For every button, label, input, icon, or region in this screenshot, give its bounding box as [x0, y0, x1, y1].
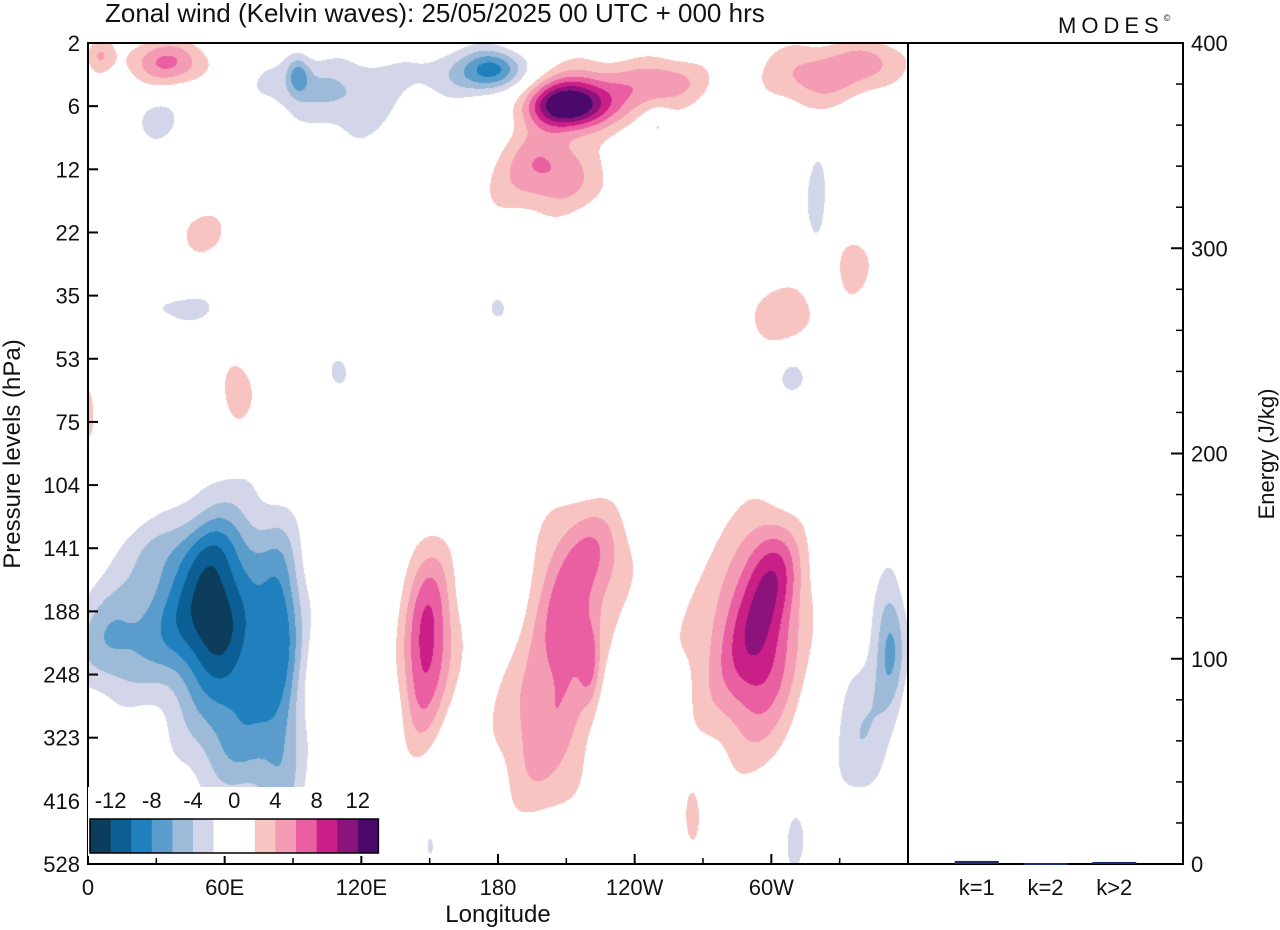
- colorbar-swatch: [151, 819, 173, 853]
- energy-tick-label: 0: [1191, 852, 1203, 877]
- colorbar-label: -4: [183, 788, 203, 813]
- brand-name: MODES: [1058, 13, 1164, 38]
- colorbar-label: -12: [95, 788, 127, 813]
- x-tick-label: 120E: [336, 875, 387, 900]
- energy-tick-label: 200: [1191, 442, 1228, 467]
- y-axis: 2 6 12 22 35 53 75 104 141 188 248 323 416 528: [43, 31, 98, 877]
- y-tick-label: 75: [56, 410, 80, 435]
- colorbar-label: 0: [228, 788, 240, 813]
- energy-panel: 0 100 200 300 400 k=1 k=2 k>2: [954, 31, 1228, 900]
- colorbar-label: 8: [310, 788, 322, 813]
- colorbar: -12 -8 -4 0 4 8 12: [88, 787, 381, 856]
- x-axis-label: Longitude: [445, 901, 550, 928]
- energy-bar: [1023, 863, 1068, 865]
- energy-bar: [954, 860, 999, 864]
- heatmap-plot: [88, 43, 908, 864]
- colorbar-swatch: [193, 819, 215, 853]
- x-axis: 0 60E 120E 180 120W 60W: [82, 854, 841, 900]
- y-tick-label: 141: [43, 536, 80, 561]
- colorbar-swatch: [110, 819, 132, 853]
- brand-logo: MODES©: [1058, 13, 1175, 38]
- y-axis-label: Pressure levels (hPa): [0, 339, 26, 568]
- colorbar-label: 12: [346, 788, 370, 813]
- energy-tick-label: 100: [1191, 647, 1228, 672]
- y-tick-label: 104: [43, 473, 80, 498]
- colorbar-frame: [89, 818, 380, 854]
- x-tick-label: 120W: [606, 875, 664, 900]
- colorbar-swatch: [337, 819, 359, 853]
- energy-bar: [1092, 861, 1137, 864]
- contour-field: [88, 43, 908, 864]
- energy-tick-label: 300: [1191, 236, 1228, 261]
- y-tick-label: 248: [43, 663, 80, 688]
- colorbar-swatch: [296, 819, 318, 853]
- x-tick-label: 0: [82, 875, 94, 900]
- y-tick-label: 2: [68, 31, 80, 56]
- energy-category-label: k=1: [959, 875, 995, 900]
- y-tick-label: 416: [43, 789, 80, 814]
- y-tick-label: 35: [56, 284, 80, 309]
- energy-category-label: k>2: [1096, 875, 1132, 900]
- y-tick-label: 53: [56, 347, 80, 372]
- energy-category-label: k=2: [1027, 875, 1063, 900]
- colorbar-swatch: [357, 819, 379, 853]
- y-tick-label: 12: [56, 157, 80, 182]
- colorbar-swatch: [234, 819, 256, 853]
- colorbar-swatch: [254, 819, 276, 853]
- brand-mark: ©: [1164, 13, 1176, 23]
- colorbar-label: 4: [269, 788, 281, 813]
- colorbar-swatch: [213, 819, 235, 853]
- y-tick-label: 6: [68, 94, 80, 119]
- y-tick-label: 528: [43, 852, 80, 877]
- y-tick-label: 22: [56, 220, 80, 245]
- y-tick-label: 188: [43, 599, 80, 624]
- colorbar-swatch: [275, 819, 297, 853]
- colorbar-swatch: [131, 819, 153, 853]
- y-tick-label: 323: [43, 726, 80, 751]
- energy-tick-label: 400: [1191, 31, 1228, 56]
- colorbar-swatch: [90, 819, 112, 853]
- colorbar-label: -8: [142, 788, 162, 813]
- energy-axis-label: Energy (J/kg): [1254, 389, 1279, 520]
- chart-title: Zonal wind (Kelvin waves): 25/05/2025 00…: [105, 0, 765, 28]
- colorbar-swatch: [316, 819, 338, 853]
- x-tick-label: 60W: [749, 875, 794, 900]
- x-tick-label: 60E: [205, 875, 244, 900]
- x-tick-label: 180: [480, 875, 517, 900]
- colorbar-swatch: [172, 819, 194, 853]
